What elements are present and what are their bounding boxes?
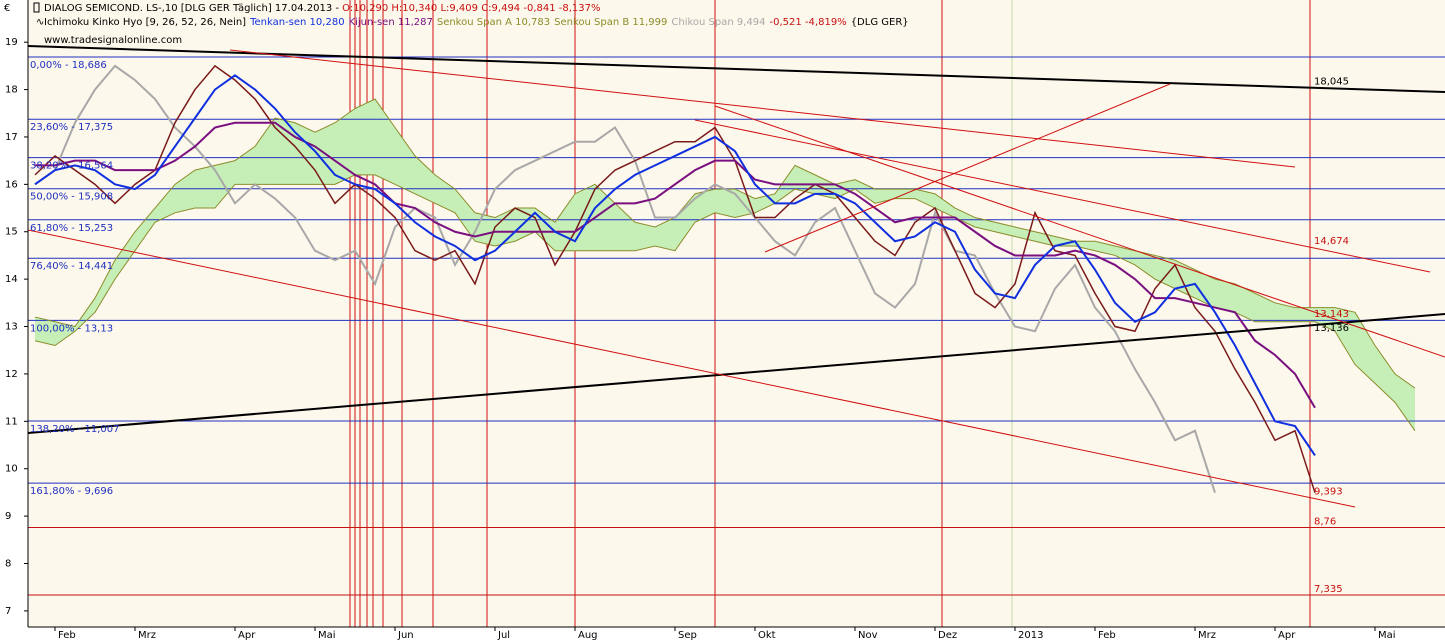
x-tick-label: Apr <box>1278 630 1296 641</box>
y-tick-label: 15 <box>5 227 18 238</box>
cloud <box>35 99 1415 431</box>
price-line <box>34 64 1316 493</box>
y-tick-label: 16 <box>5 179 18 190</box>
red-level-label: 8,76 <box>1314 516 1336 527</box>
fib-label: 50,00% - 15,908 <box>30 192 113 203</box>
trendline <box>27 229 1356 508</box>
annotation: 9,393 <box>1314 486 1343 497</box>
trendline <box>27 313 1445 434</box>
y-tick-label: 9 <box>5 511 11 522</box>
chikou-line <box>34 64 1216 493</box>
data-layer <box>28 56 1445 596</box>
x-tick-label: Jun <box>397 630 414 641</box>
span-b-line <box>34 174 1416 432</box>
x-tick-label: Jul <box>497 630 510 641</box>
labels-layer: 0,00% - 18,686 23,60% - 17,375 38,20% - 16… <box>30 60 1349 595</box>
annotation: 14,674 <box>1314 236 1349 247</box>
kijun-line <box>35 121 1316 409</box>
y-tick-label: 17 <box>5 132 18 143</box>
y-tick-label: 8 <box>5 558 11 569</box>
fib-label: 76,40% - 14,441 <box>30 261 113 272</box>
x-tick-label: 2013 <box>1018 630 1043 641</box>
legend-entry: Kijun-sen 11,287 <box>349 17 433 28</box>
ohlc: O:10,290 H:10,340 L:9,409 C:9,494 -0,841… <box>342 3 600 14</box>
x-tick-label: Apr <box>238 630 256 641</box>
fib-label: 138,20% - 11,007 <box>30 424 119 435</box>
fib-label: 100,00% - 13,13 <box>30 323 113 334</box>
x-tick-label: Aug <box>578 630 598 641</box>
y-tick-label: 11 <box>5 416 18 427</box>
red-level-label: 7,335 <box>1314 584 1343 595</box>
fib-label: 61,80% - 15,253 <box>30 223 113 234</box>
x-tick-label: Dez <box>938 630 957 641</box>
fib-label: 23,60% - 17,375 <box>30 122 113 133</box>
legend-entry: Chikou Span 9,494 <box>671 17 765 28</box>
plot-area <box>28 0 1445 627</box>
y-tick-label: 12 <box>5 369 18 380</box>
fib-label: 0,00% - 18,686 <box>30 60 107 71</box>
source: www.tradesignalonline.com <box>44 35 182 46</box>
annotation: 18,045 <box>1314 76 1349 87</box>
indicator-line: Ichimoku Kinko Hyo [9, 26, 52, 26, Nein]… <box>44 17 909 28</box>
x-tick-label: Sep <box>678 630 697 641</box>
x-tick-label: Mrz <box>1198 630 1216 641</box>
change: -0,521 -4,819% <box>770 17 847 28</box>
x-tick-label: Feb <box>58 630 76 641</box>
fib-label: 161,80% - 9,696 <box>30 486 113 497</box>
header-line: DIALOG SEMICOND. LS-,10 [DLG GER Täglich… <box>44 3 601 14</box>
legend-entry: Senkou Span A 10,783 <box>437 17 550 28</box>
x-tick-label: Feb <box>1098 630 1116 641</box>
legend-entry: Tenkan-sen 10,280 <box>249 17 344 28</box>
x-tick-label: Mrz <box>138 630 156 641</box>
annotation: 13,136 <box>1314 323 1349 334</box>
trendline <box>764 83 1171 253</box>
x-tick-label: Okt <box>758 630 776 641</box>
tenkan-line <box>34 74 1316 457</box>
x-tick-label: Mai <box>318 630 336 641</box>
trendline <box>694 119 1431 273</box>
title: DIALOG SEMICOND. LS-,10 [DLG GER Täglich… <box>44 3 342 14</box>
y-tick-label: 13 <box>5 322 18 333</box>
y-tick-label: 7 <box>5 606 11 617</box>
trendline <box>714 105 1445 358</box>
y-axis-label: € <box>4 3 10 14</box>
y-tick-label: 10 <box>5 464 18 475</box>
x-tick-label: Nov <box>858 630 878 641</box>
symbol: {DLG GER} <box>851 17 909 28</box>
trendline <box>229 49 1296 168</box>
legend-entry: Senkou Span B 11,999 <box>554 17 667 28</box>
y-tick-label: 19 <box>5 37 18 48</box>
fib-label: 38,20% - 16,564 <box>30 161 113 172</box>
indicator-icon: ∿ <box>36 17 44 28</box>
indicator: Ichimoku Kinko Hyo [9, 26, 52, 26, Nein] <box>44 17 246 28</box>
x-tick-label: Mai <box>1378 630 1396 641</box>
annotation: 13,143 <box>1314 309 1349 320</box>
symbol-icon <box>33 2 40 13</box>
y-tick-label: 14 <box>5 274 18 285</box>
trendlines <box>27 45 1445 508</box>
y-tick-label: 18 <box>5 85 18 96</box>
